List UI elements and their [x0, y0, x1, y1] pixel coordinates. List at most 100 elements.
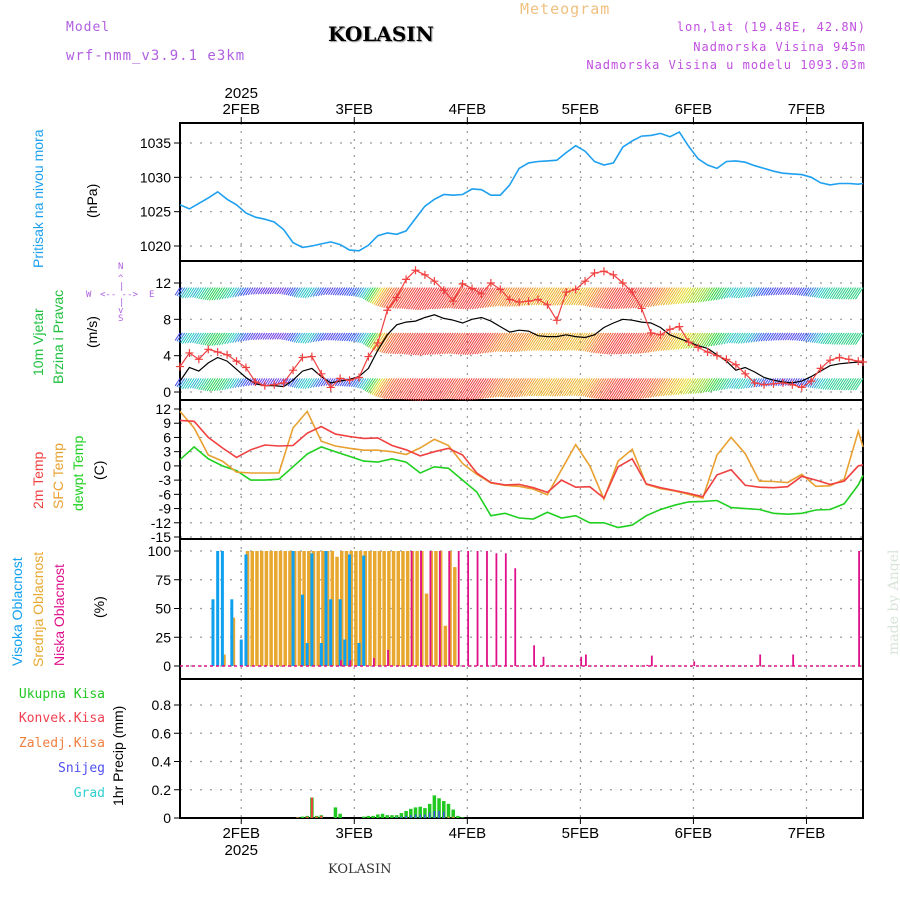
wind-barb [405, 378, 421, 401]
wind-barb [387, 332, 402, 354]
wind-barb [320, 332, 327, 342]
cloud-bar [319, 643, 323, 666]
wind-barb [362, 378, 372, 391]
wind-barb [647, 378, 661, 399]
wind-barb [184, 378, 193, 390]
compass-s: S [118, 314, 124, 324]
wind-barb [508, 287, 522, 307]
wind-barb [700, 378, 711, 394]
cloud-bar [222, 654, 226, 666]
wind-barb [740, 378, 749, 389]
wind-barb [630, 378, 645, 400]
precip-bar [338, 813, 342, 818]
wind-barb [765, 332, 772, 342]
wind-barb [226, 287, 235, 299]
wind-barb [252, 332, 259, 341]
wind-barb [350, 287, 358, 297]
precip-bar [446, 803, 451, 818]
wind-barb [573, 378, 586, 396]
wind-barb [401, 378, 416, 400]
wind-barb [439, 378, 454, 400]
wind-barb [530, 287, 544, 306]
wind-barb [784, 287, 791, 296]
wind-barb [809, 287, 817, 297]
wind-barb [426, 378, 442, 401]
wind-barb [221, 287, 230, 300]
gust-marker [628, 288, 637, 297]
wind-barb [542, 332, 555, 351]
wind-barb [508, 378, 522, 398]
wind-barb [426, 332, 442, 356]
wind-barb [787, 287, 793, 295]
cloud-bar [759, 654, 762, 666]
precip-bar [438, 810, 440, 818]
gust-marker [213, 348, 222, 357]
wind-barb [670, 332, 683, 351]
wind-barb [455, 332, 471, 355]
wind-barb [685, 378, 697, 395]
wind-barb [796, 287, 803, 296]
cloud-bar [297, 551, 302, 666]
wind-barb [381, 287, 395, 308]
wind-barb [307, 378, 315, 389]
wind-barb [685, 332, 697, 349]
wind-barb [718, 332, 727, 346]
cloud-bar [387, 551, 391, 666]
wind-barb [371, 378, 383, 395]
wind-barb [346, 332, 353, 342]
wind-barb [521, 287, 534, 307]
wind-barb [720, 287, 730, 300]
wind-barb [833, 287, 843, 300]
wind-barb [843, 287, 852, 300]
wind-barb [234, 287, 242, 298]
wind-barb [632, 378, 647, 400]
wind-barb [369, 287, 381, 304]
wind-barb [556, 332, 570, 352]
wind-barb [692, 378, 704, 394]
cloud-bar [348, 554, 352, 666]
gust-marker [684, 338, 693, 347]
wind-barb [647, 287, 661, 308]
gust-marker [223, 350, 232, 359]
wind-barb [586, 287, 600, 307]
wind-barb [408, 378, 424, 401]
wind-barb [657, 332, 671, 352]
wind-barb [577, 332, 591, 351]
wind-barb [417, 287, 433, 311]
wind-barb [537, 332, 551, 351]
coordinates: lon,lat (19.48E, 42.8N) [676, 20, 866, 34]
wind-barb [657, 287, 671, 306]
wind-barb [327, 332, 334, 341]
y-tick-label: 3 [163, 444, 171, 460]
wind-barb [745, 332, 753, 344]
wind-barb [726, 378, 734, 390]
precip-bar [418, 806, 422, 818]
gust-marker [373, 338, 382, 347]
wind-barb [726, 332, 734, 344]
cloud-bar [338, 599, 342, 666]
wind-barb [421, 378, 438, 401]
wind-barb [455, 287, 471, 310]
wind-barb [194, 287, 202, 299]
wind-barb [748, 287, 756, 298]
wind-barb [809, 378, 817, 388]
cloud-bar [344, 551, 349, 666]
cloud-bar [274, 551, 278, 666]
wind-barb [697, 332, 708, 349]
gust-marker [458, 279, 467, 288]
wind-barb [618, 332, 633, 355]
y-tick-label: 0.8 [152, 697, 172, 713]
wind-barb [798, 378, 805, 387]
gust-marker [533, 295, 542, 304]
wind-barb [833, 378, 843, 391]
wind-barb [369, 332, 381, 349]
wind-barb [317, 287, 325, 297]
wind-barb [521, 332, 534, 352]
wind-barb [192, 378, 200, 389]
gust-marker [468, 284, 477, 293]
wind-barb [224, 332, 233, 345]
wind-barb [330, 287, 336, 296]
compass-w: W [86, 290, 92, 300]
wind-barb [271, 287, 277, 295]
wind-barb [523, 378, 537, 397]
